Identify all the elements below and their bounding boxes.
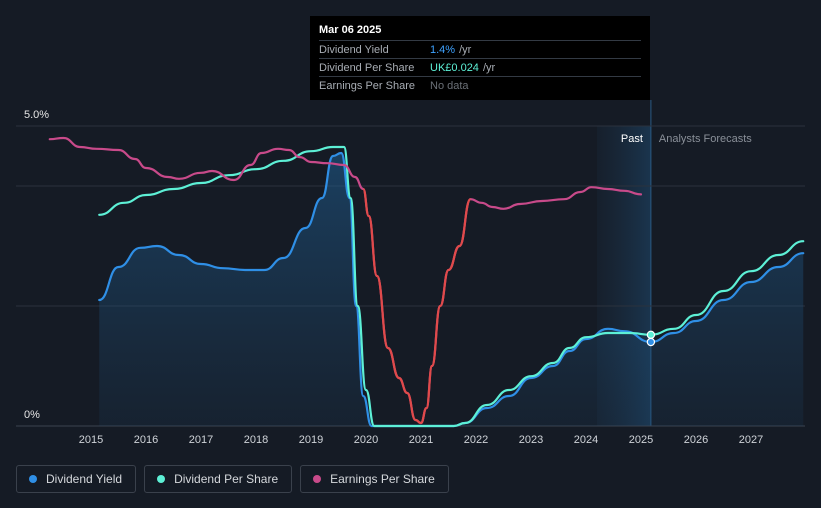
x-tick-label: 2020: [354, 434, 378, 446]
legend-label: Earnings Per Share: [330, 472, 435, 486]
x-tick-label: 2015: [79, 434, 103, 446]
dividend-per-share-marker: [646, 330, 656, 339]
tooltip-label: Dividend Yield: [319, 43, 389, 56]
x-tick-label: 2019: [299, 434, 323, 446]
tooltip-value: No data: [430, 79, 469, 92]
legend-item-dividend-yield[interactable]: Dividend Yield: [16, 465, 137, 493]
x-tick-label: 2021: [409, 434, 433, 446]
earnings-per-share-decline-line: [362, 187, 472, 425]
legend-label: Dividend Per Share: [174, 472, 279, 486]
x-tick-label: 2024: [574, 434, 598, 446]
tooltip-row-earnings-per-share: Earnings Per Share No data: [319, 76, 641, 94]
tooltip-label: Earnings Per Share: [319, 79, 415, 92]
x-tick-label: 2022: [464, 434, 488, 446]
forecast-label: Analysts Forecasts: [659, 133, 752, 145]
x-tick-label: 2017: [189, 434, 213, 446]
past-label: Past: [621, 133, 643, 145]
legend: Dividend Yield Dividend Per Share Earnin…: [16, 465, 449, 493]
markers: [646, 330, 656, 347]
tooltip-date: Mar 06 2025: [319, 24, 382, 36]
dividend-yield-line: [98, 151, 805, 428]
legend-dot-icon: [29, 475, 37, 483]
x-tick-label: 2025: [629, 434, 653, 446]
x-tick-label: 2023: [519, 434, 543, 446]
tooltip-row-dividend-per-share: Dividend Per Share UK£0.024 /yr: [319, 58, 641, 76]
tooltip-value: UK£0.024: [430, 61, 479, 74]
legend-dot-icon: [157, 475, 166, 483]
x-tick-label: 2026: [684, 434, 708, 446]
legend-item-earnings-per-share[interactable]: Earnings Per Share: [300, 465, 449, 493]
x-axis: 2015 2016 2017 2018 2019 2020 2021 2022 2023 2024…: [79, 434, 763, 446]
legend-dot-icon: [313, 475, 322, 483]
dividend-per-share-line: [98, 145, 805, 428]
tooltip-unit: /yr: [459, 43, 472, 56]
dividend-yield-area: [99, 153, 804, 426]
legend-label: Dividend Yield: [46, 472, 123, 486]
tooltip-value: 1.4%: [430, 43, 456, 56]
tooltip-unit: /yr: [482, 61, 496, 74]
tooltip-row-dividend-yield: Dividend Yield 1.4% /yr: [319, 40, 641, 58]
series-layer: [48, 136, 805, 428]
dividend-yield-marker: [646, 337, 656, 347]
y-tick-label-bottom: 0%: [24, 409, 40, 421]
x-tick-label: 2018: [244, 434, 268, 446]
x-tick-label: 2016: [134, 434, 158, 446]
tooltip: Mar 06 2025 Dividend Yield 1.4% /yr Divi…: [310, 16, 650, 100]
y-tick-label-top: 5.0%: [24, 109, 49, 121]
tooltip-label: Dividend Per Share: [319, 61, 415, 74]
x-tick-label: 2027: [739, 434, 763, 446]
legend-item-dividend-per-share[interactable]: Dividend Per Share: [144, 465, 293, 493]
